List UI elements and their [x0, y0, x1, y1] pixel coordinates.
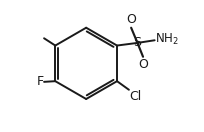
- Text: O: O: [138, 58, 148, 71]
- Text: F: F: [36, 75, 43, 88]
- Text: O: O: [126, 13, 136, 26]
- Text: NH$_2$: NH$_2$: [155, 32, 179, 47]
- Text: Cl: Cl: [129, 90, 142, 103]
- Text: S: S: [133, 36, 142, 49]
